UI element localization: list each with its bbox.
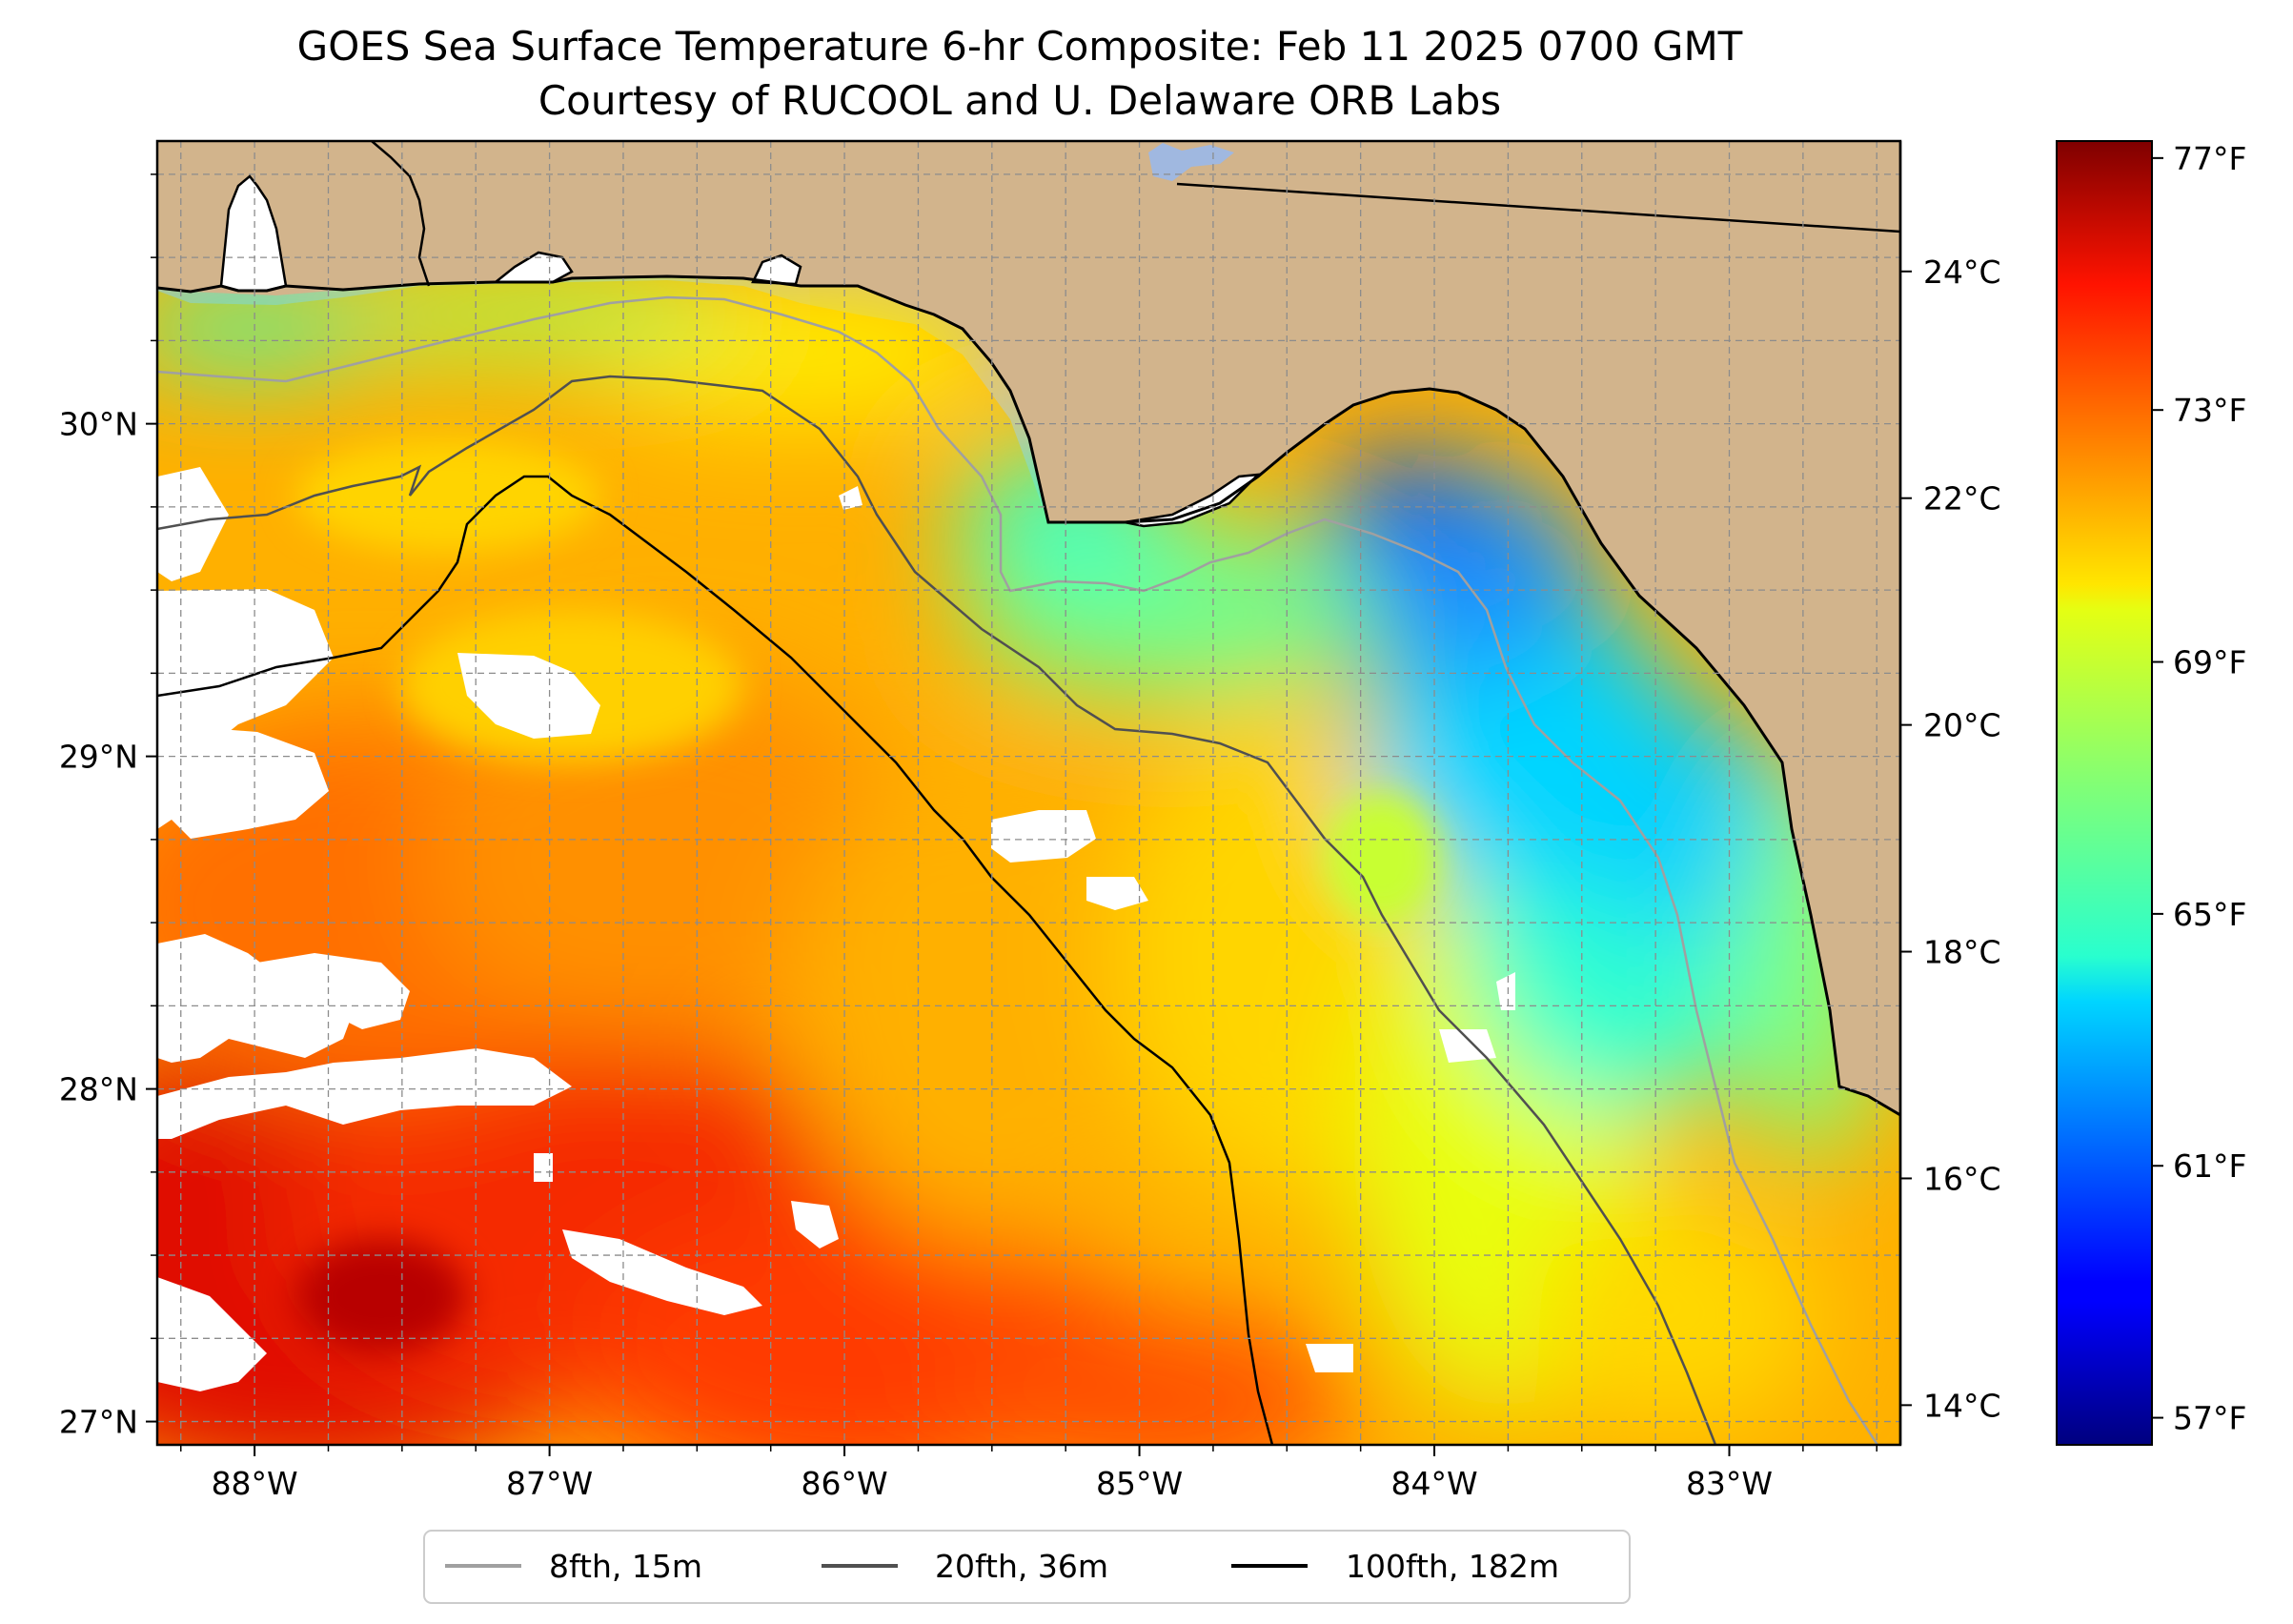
celsius-tick-label: 16°C [1923, 1160, 2001, 1197]
lon-tick-label: 84°W [1390, 1465, 1477, 1502]
lat-tick-label: 29°N [59, 739, 138, 776]
land-coast-overlay [157, 141, 1900, 1115]
isobath-legend: 8fth, 15m 20fth, 36m 100fth, 182m [423, 1530, 1631, 1604]
map-panel [157, 141, 1900, 1445]
lon-tick-label: 85°W [1096, 1465, 1183, 1502]
lon-tick-label: 87°W [506, 1465, 593, 1502]
figure-title-line-1: GOES Sea Surface Temperature 6-hr Compos… [297, 23, 1743, 70]
state-boundary-al-fl [371, 141, 431, 287]
isobath-8fth [157, 295, 1879, 1445]
fahrenheit-tick-label: 61°F [2173, 1147, 2246, 1185]
celsius-tick-label: 24°C [1923, 254, 2001, 291]
missing-data-areas [157, 467, 1515, 1391]
colorbar [2056, 140, 2153, 1446]
lon-tick-label: 83°W [1686, 1465, 1773, 1502]
fahrenheit-tick-label: 57°F [2173, 1400, 2246, 1437]
fahrenheit-tick-label: 65°F [2173, 896, 2246, 933]
legend-label-8fth: 8fth, 15m [549, 1548, 702, 1585]
isobath-20fth [157, 375, 1717, 1445]
legend-box [423, 1530, 1631, 1604]
celsius-tick-label: 22°C [1923, 480, 2001, 518]
celsius-tick-label: 20°C [1923, 707, 2001, 744]
lon-tick-label: 88°W [212, 1465, 298, 1502]
figure-title-line-2: Courtesy of RUCOOL and U. Delaware ORB L… [538, 77, 1501, 124]
lat-axis: 30°N 29°N 28°N 27°N [59, 173, 157, 1441]
lat-tick-label: 28°N [59, 1071, 138, 1108]
lon-axis: 88°W 87°W 86°W 85°W 84°W 83°W [180, 1445, 1877, 1502]
celsius-tick-label: 14°C [1923, 1387, 2001, 1424]
fahrenheit-tick-label: 77°F [2173, 140, 2246, 177]
state-boundary-ga-fl [1176, 182, 1900, 233]
fahrenheit-axis: 57°F 61°F 65°F 69°F 73°F 77°F [2152, 140, 2246, 1437]
gridlines [157, 141, 1900, 1445]
celsius-tick-label: 18°C [1923, 934, 2001, 971]
legend-label-20fth: 20fth, 36m [935, 1548, 1108, 1585]
isobath-100fth [157, 475, 1274, 1445]
legend-label-100fth: 100fth, 182m [1346, 1548, 1559, 1585]
coastline [157, 274, 1900, 1117]
apalachee-bay-white [1124, 473, 1262, 528]
lon-tick-label: 86°W [802, 1465, 888, 1502]
lat-tick-label: 27°N [59, 1404, 138, 1441]
lat-tick-label: 30°N [59, 406, 138, 443]
fahrenheit-tick-label: 69°F [2173, 644, 2246, 681]
fahrenheit-tick-label: 73°F [2173, 392, 2246, 429]
celsius-axis: 14°C 16°C 18°C 20°C 22°C 24°C [1898, 141, 2001, 1445]
